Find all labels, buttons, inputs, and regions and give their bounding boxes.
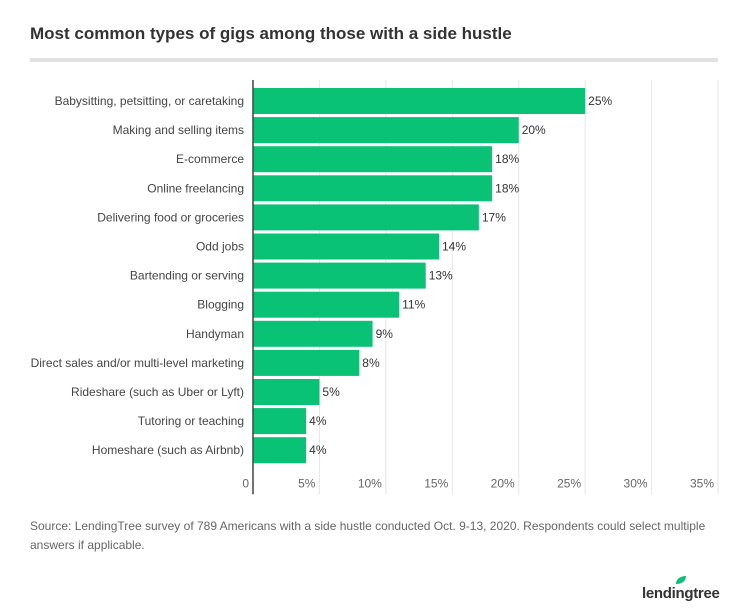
data-label: 18% bbox=[495, 181, 519, 195]
category-label: Direct sales and/or multi-level marketin… bbox=[31, 356, 244, 370]
category-label: Blogging bbox=[197, 298, 244, 312]
x-tick-label: 15% bbox=[424, 476, 448, 490]
category-label: Odd jobs bbox=[196, 240, 244, 254]
data-label: 20% bbox=[522, 123, 546, 137]
x-tick-label: 20% bbox=[491, 476, 515, 490]
data-label: 8% bbox=[362, 356, 380, 370]
bar bbox=[253, 379, 320, 405]
chart-title: Most common types of gigs among those wi… bbox=[30, 24, 512, 43]
bar bbox=[253, 408, 307, 435]
data-label: 18% bbox=[495, 152, 519, 166]
data-label: 9% bbox=[376, 327, 394, 341]
svg-text:lendingtree: lendingtree bbox=[642, 585, 720, 602]
data-label: 25% bbox=[588, 94, 612, 108]
title-divider bbox=[30, 58, 718, 62]
data-label: 11% bbox=[402, 298, 425, 312]
category-label: Making and selling items bbox=[113, 123, 244, 137]
bar bbox=[253, 437, 307, 464]
bar bbox=[253, 175, 493, 202]
category-label: Delivering food or groceries bbox=[97, 210, 244, 224]
category-label: Handyman bbox=[186, 327, 244, 341]
category-label: E-commerce bbox=[176, 152, 244, 166]
bar bbox=[253, 262, 426, 289]
category-label: Bartending or serving bbox=[130, 269, 244, 283]
bar bbox=[253, 233, 439, 260]
x-tick-label: 35% bbox=[690, 476, 714, 490]
category-label: Homeshare (such as Airbnb) bbox=[92, 443, 244, 457]
bar bbox=[253, 204, 479, 231]
bar bbox=[253, 117, 519, 144]
x-tick-label: 30% bbox=[624, 476, 648, 490]
category-label: Rideshare (such as Uber or Lyft) bbox=[71, 385, 244, 399]
category-label: Tutoring or teaching bbox=[138, 414, 244, 428]
data-label: 14% bbox=[442, 240, 466, 254]
data-label: 13% bbox=[429, 269, 453, 283]
bar bbox=[253, 88, 586, 114]
leaf-icon bbox=[676, 576, 686, 584]
x-tick-label: 5% bbox=[298, 476, 316, 490]
bar bbox=[253, 349, 360, 376]
data-label: 4% bbox=[309, 414, 327, 428]
data-label: 5% bbox=[322, 385, 340, 399]
bar bbox=[253, 146, 493, 173]
bar bbox=[253, 291, 400, 318]
x-tick-label: 0 bbox=[242, 476, 249, 490]
bar bbox=[253, 320, 373, 347]
lendingtree-logo: lendingtree bbox=[642, 576, 720, 602]
source-note: Source: LendingTree survey of 789 Americ… bbox=[30, 519, 706, 552]
x-tick-label: 10% bbox=[358, 476, 382, 490]
category-label: Online freelancing bbox=[147, 181, 244, 195]
bar-chart: 0 5% 10% 15% 20% 25% 30% 35% Babysitting, petsit… bbox=[31, 80, 719, 495]
category-label: Babysitting, petsitting, or caretaking bbox=[55, 94, 244, 108]
x-tick-label: 25% bbox=[557, 476, 581, 490]
data-label: 17% bbox=[482, 210, 506, 224]
data-label: 4% bbox=[309, 443, 327, 457]
